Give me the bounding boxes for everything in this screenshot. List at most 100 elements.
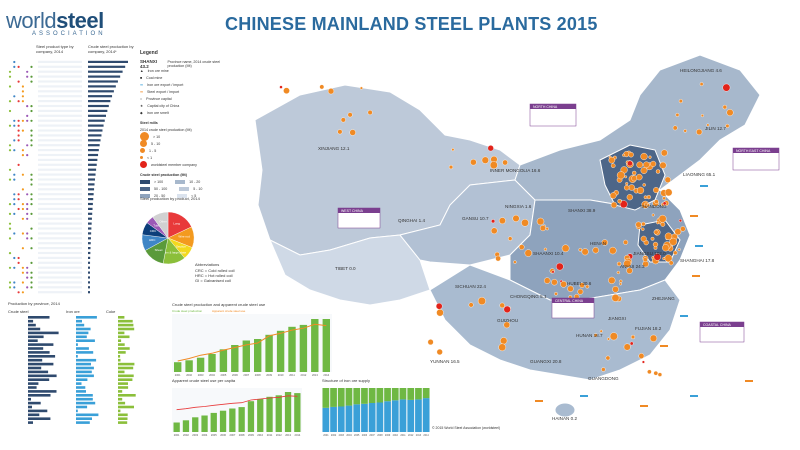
product-dot [13,65,16,68]
company-bar [88,173,96,176]
chart1-title: Crude steel production and apparent crud… [172,302,266,307]
steel-plant-dot [609,246,617,255]
steel-plant-dot [567,285,574,292]
product-dot [17,129,20,132]
chart2-bar [210,412,217,432]
steel-plant-dot [340,117,346,123]
chart3-domestic [322,388,330,408]
company-name-cell [38,232,82,235]
steel-plant-dot [499,302,505,309]
company-bar [88,153,99,157]
swatch-icon [140,186,150,191]
chart2-bar [257,399,264,432]
steel-plant-dot [502,159,508,166]
company-bar [88,207,93,210]
company-name-cell [38,124,82,127]
steel-plant-dot [436,348,443,356]
chart2-title: Apparent crude steel use per capita [172,378,236,383]
coke-bar [118,366,134,370]
company-bar [88,188,95,191]
product-dot [13,149,16,152]
steel-plant-dot [367,109,373,115]
company-bar [88,281,90,284]
coke-bar [118,316,125,319]
steel-plant-dot [543,247,547,251]
province-label: JIANGXI [608,316,626,321]
chart3-tick: 2013 [416,434,422,437]
crude-steel-bar [28,409,48,413]
province-label: NINGXIA 1.6 [505,204,532,209]
logo-word-light: world [6,8,57,33]
company-name-cell [38,237,82,240]
product-dot [8,237,12,240]
coal-icon: ■ [140,75,143,80]
steel-plant-dot [578,247,583,252]
steel-plant-dot [560,280,567,288]
company-name-cell [38,242,82,245]
steel-plant-dot [648,155,652,159]
province-label: GANSU 10.7 [462,216,489,221]
chart2-tick: 2007 [230,433,236,437]
product-dot [26,154,29,157]
steel-plant-dot [640,235,647,242]
product-dot [17,256,20,260]
product-dot [30,65,33,68]
crude-steel-bar [28,374,57,378]
product-dot [13,203,16,206]
company-name-cell [38,153,82,157]
chart3-import [330,406,337,432]
steel-plant-dot [611,293,620,302]
chart3-tick: 2007 [369,434,375,437]
chart3-title: Structure of iron ore supply [322,378,371,383]
region-label: WEST CHINA [341,209,364,213]
chart1-bar [299,324,308,372]
company-bar [88,286,90,289]
product-dot [30,129,33,132]
product-dot [13,95,16,98]
company-name-cell [38,227,82,230]
steel-plant-dot [662,257,666,261]
trade-arrow [745,380,753,382]
product-dot [8,100,12,103]
chart1-tick: 2009 [266,373,272,377]
coke-bar [118,347,130,350]
chart3-domestic [330,388,337,407]
product-dot [17,207,20,211]
product-dot [30,119,33,122]
steel-plant-dot [626,267,633,274]
crude-steel-bar [28,335,44,339]
chart2-tick: 2012 [276,433,282,437]
iron-ore-bar [76,409,78,413]
chart1-bar [208,354,216,372]
steel-plant-dot [283,87,290,94]
steel-plant-dot [628,151,634,158]
company-bar [88,227,92,230]
province-label: ZHEJIANG [652,296,675,301]
logo-subtitle: ASSOCIATION [32,31,106,37]
steel-plant-dot [347,112,353,118]
range-label: 20 - 50 [154,193,166,198]
coke-bar [118,319,133,323]
chart3-import [422,398,430,432]
steel-plant-dot [657,372,663,377]
company-bar [88,80,118,83]
chart2-bar [266,396,273,432]
coke-bar [118,358,121,362]
iron-ore-bar [76,390,86,393]
steel-plant-dot [554,291,558,296]
product-dot [8,168,12,171]
company-name-cell [38,276,82,279]
chart1-tick: 2002 [186,373,192,377]
steel-plant-dot [646,195,651,200]
chart1-tick: 2011 [289,373,295,377]
steel-plant-dot [644,202,648,207]
steel-plant-dot [662,201,667,206]
steel-plant-dot [487,145,494,152]
product-dot [17,291,20,294]
steel-plant-dot [651,213,655,217]
province-label: HUNAN 18.7 [576,333,603,338]
steel-plant-dot [625,182,629,186]
chart2-plot-area [172,388,302,432]
product-dot [13,256,16,260]
iron-ore-bar [76,382,82,385]
